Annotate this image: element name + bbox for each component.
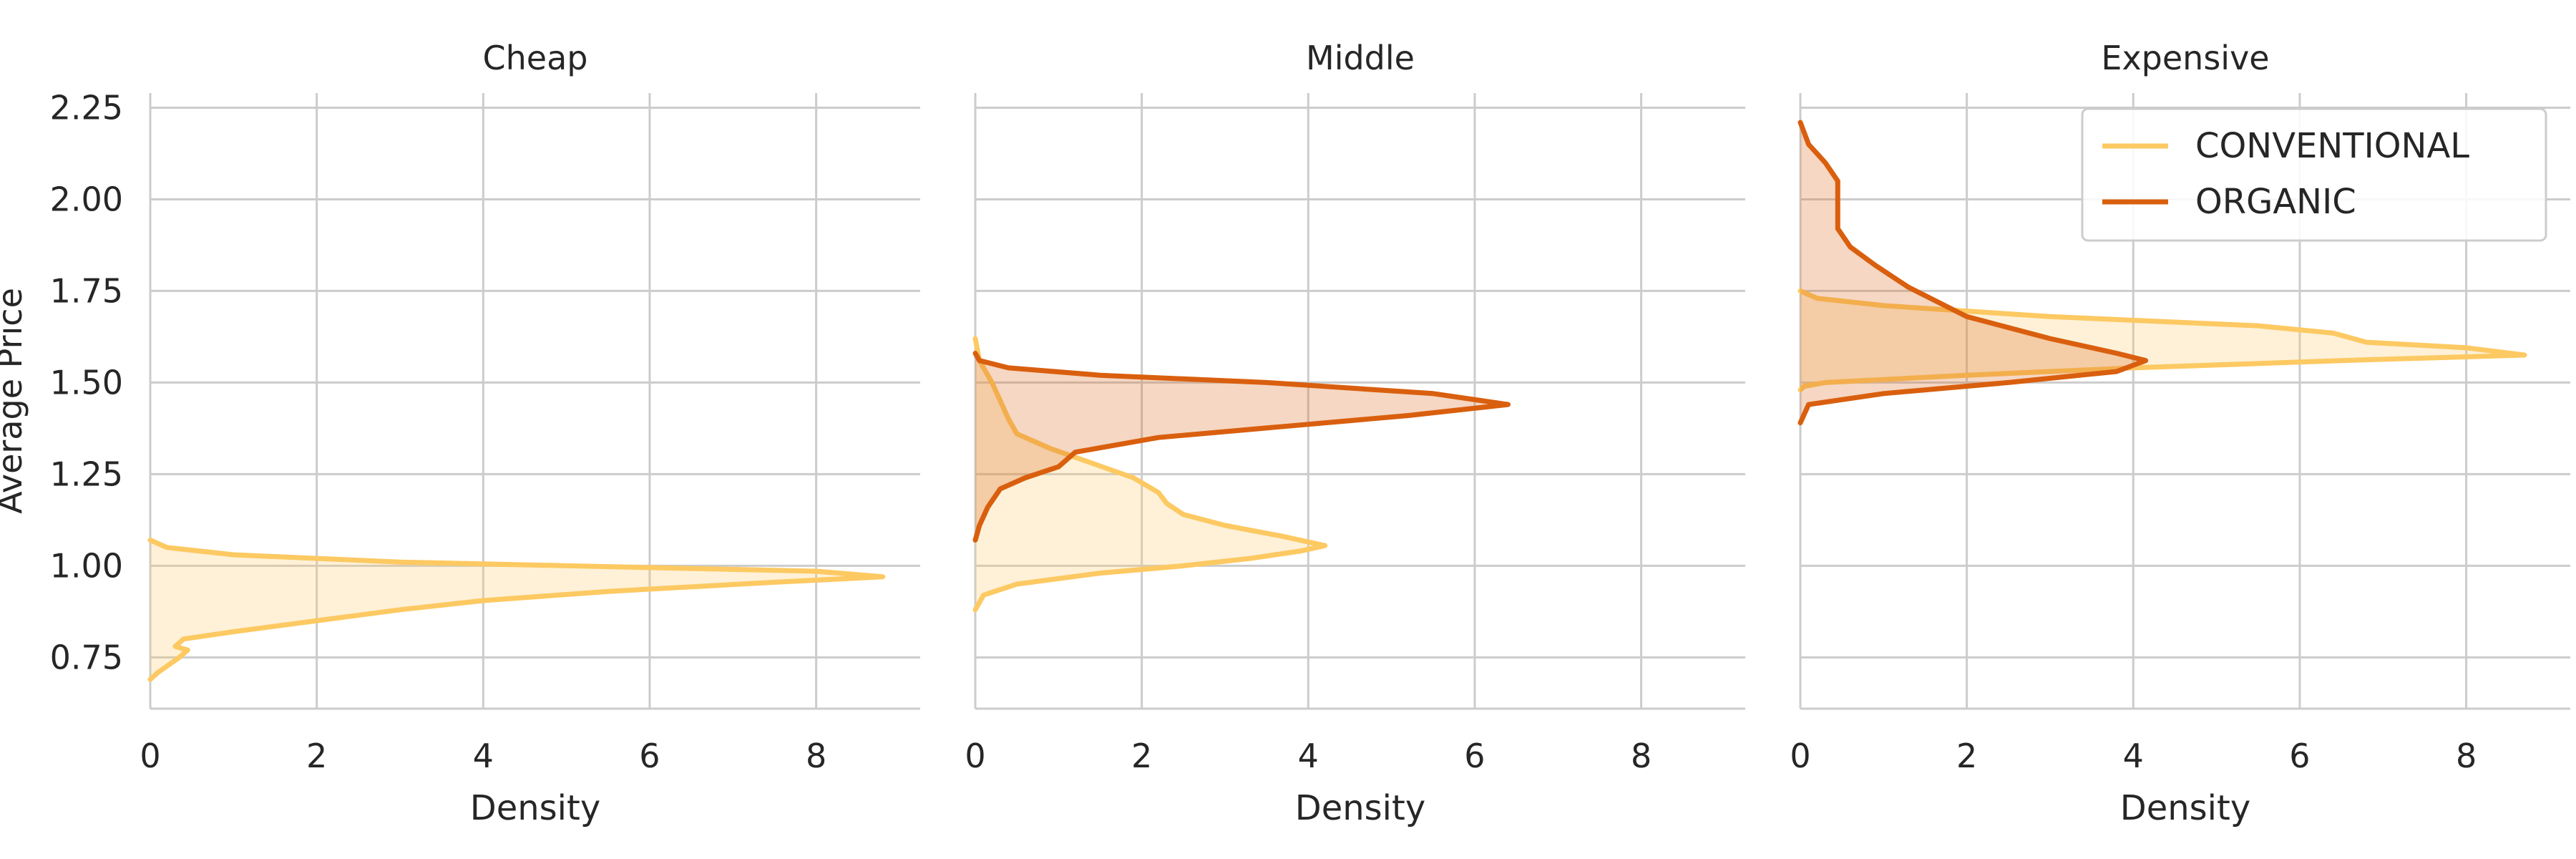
- x-axis-label: Density: [1295, 788, 1425, 828]
- density-line-conventional: [972, 336, 1328, 613]
- density-line-organic: [972, 351, 1511, 543]
- density-line-conventional: [147, 538, 886, 682]
- legend-label: ORGANIC: [2195, 182, 2356, 222]
- y-tick-label: 1.75: [50, 271, 123, 310]
- panel-title: Cheap: [483, 39, 588, 77]
- x-tick-label: 8: [806, 737, 826, 775]
- x-tick-label: 8: [1631, 737, 1652, 775]
- x-tick-label: 4: [473, 737, 494, 775]
- x-tick-label: 4: [2123, 737, 2144, 775]
- x-axis-label: Density: [2120, 788, 2250, 828]
- panel-title: Expensive: [2101, 39, 2269, 77]
- x-tick-label: 0: [1790, 737, 1810, 775]
- y-tick-label: 2.25: [50, 88, 123, 127]
- panel-cheap: Cheap 0 2 4 6 8 Density 0.75 1.00 1.25 1.50 1.75 2.0…: [50, 39, 920, 828]
- legend-label: CONVENTIONAL: [2195, 126, 2469, 166]
- panel-title: Middle: [1306, 39, 1415, 77]
- density-fill-conventional: [150, 540, 883, 679]
- density-fill-organic: [1800, 122, 2146, 423]
- x-tick-label: 0: [140, 737, 160, 775]
- x-tick-label: 4: [1298, 737, 1319, 775]
- density-line-conventional: [1797, 288, 2527, 393]
- density-line-organic: [1797, 120, 2149, 426]
- x-tick-label: 2: [1131, 737, 1152, 775]
- density-fill-organic: [975, 353, 1508, 540]
- y-tick-label: 1.00: [50, 546, 123, 585]
- panels-layer: Cheap 0 2 4 6 8 Density 0.75 1.00 1.25 1.50 1.75 2.0…: [50, 39, 2570, 828]
- x-tick-label: 2: [306, 737, 327, 775]
- density-fill-conventional: [975, 339, 1325, 610]
- x-tick-label: 6: [2289, 737, 2310, 775]
- legend: CONVENTIONAL ORGANIC: [2081, 107, 2547, 242]
- panel-middle: Middle 0 2 4 6 8 Density: [965, 39, 1745, 828]
- y-axis-label: Average Price: [0, 288, 29, 514]
- y-tick-label: 0.75: [50, 638, 123, 676]
- x-tick-label: 6: [639, 737, 660, 775]
- x-axis-label: Density: [470, 788, 600, 828]
- y-tick-label: 2.00: [50, 180, 123, 218]
- x-tick-label: 6: [1464, 737, 1485, 775]
- x-tick-label: 0: [965, 737, 985, 775]
- density-fill-conventional: [1800, 291, 2524, 390]
- x-tick-label: 2: [1956, 737, 1977, 775]
- legend-box: [2081, 107, 2547, 242]
- y-tick-label: 1.50: [50, 363, 123, 402]
- panel-expensive: Expensive 0 2 4 6 8 Density: [1790, 39, 2570, 828]
- y-tick-label: 1.25: [50, 455, 123, 493]
- x-tick-label: 8: [2456, 737, 2477, 775]
